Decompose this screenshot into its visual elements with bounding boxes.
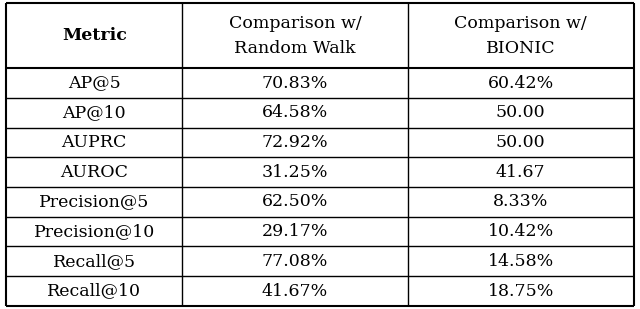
Text: 50.00: 50.00 [496, 134, 545, 151]
Text: AUROC: AUROC [60, 164, 128, 181]
Text: Comparison w/
BIONIC: Comparison w/ BIONIC [454, 15, 587, 57]
Text: 62.50%: 62.50% [262, 193, 328, 210]
Text: 14.58%: 14.58% [488, 253, 554, 270]
Text: 31.25%: 31.25% [262, 164, 328, 181]
Text: Recall@10: Recall@10 [47, 282, 141, 299]
Text: Precision@10: Precision@10 [33, 223, 155, 240]
Text: Comparison w/
Random Walk: Comparison w/ Random Walk [228, 15, 362, 57]
Text: 10.42%: 10.42% [488, 223, 554, 240]
Text: 8.33%: 8.33% [493, 193, 548, 210]
Text: 41.67: 41.67 [496, 164, 545, 181]
Text: Metric: Metric [62, 27, 127, 44]
Text: 50.00: 50.00 [496, 104, 545, 121]
Text: Recall@5: Recall@5 [52, 253, 136, 270]
Text: 18.75%: 18.75% [488, 282, 554, 299]
Text: 72.92%: 72.92% [262, 134, 328, 151]
Text: AP@5: AP@5 [68, 74, 120, 91]
Text: 41.67%: 41.67% [262, 282, 328, 299]
Text: 77.08%: 77.08% [262, 253, 328, 270]
Text: 64.58%: 64.58% [262, 104, 328, 121]
Text: 70.83%: 70.83% [262, 74, 328, 91]
Text: AUPRC: AUPRC [61, 134, 127, 151]
Text: 60.42%: 60.42% [488, 74, 554, 91]
Text: 29.17%: 29.17% [262, 223, 328, 240]
Text: Precision@5: Precision@5 [39, 193, 149, 210]
Text: AP@10: AP@10 [62, 104, 126, 121]
